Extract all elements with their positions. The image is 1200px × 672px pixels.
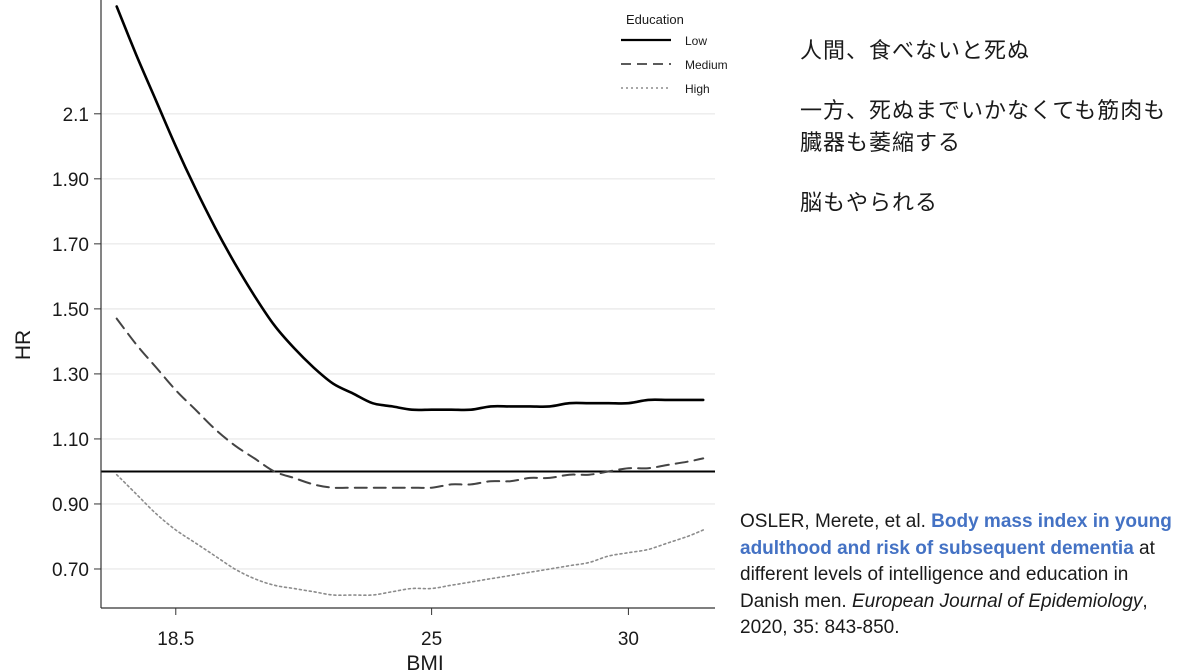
y-axis-title: HR [12, 330, 35, 360]
x-tick-label: 18.5 [157, 629, 194, 650]
note-line: 脳もやられる [800, 191, 939, 216]
citation-authors: OSLER, Merete, et al. [740, 511, 926, 532]
x-axis-title: BMI [406, 652, 443, 672]
legend-title: Education [626, 12, 684, 27]
legend-label-high: High [685, 82, 710, 96]
citation-journal: European Journal of Epidemiology [851, 590, 1143, 612]
citation-title-link[interactable]: Body mass index in young adulthood and r… [740, 511, 1172, 559]
citation: OSLER, Merete, et al. Body mass index in… [740, 509, 1190, 642]
y-tick-label: 1.10 [52, 430, 89, 451]
legend: Education Low Medium High [621, 12, 728, 96]
y-tick-label: 0.70 [52, 560, 89, 581]
y-tick-label: 1.90 [52, 170, 89, 191]
y-tick-labels: 0.70 0.90 1.10 1.30 1.50 1.70 1.90 2.1 [52, 105, 89, 581]
series-line-low [115, 5, 705, 412]
grid-lines [101, 113, 715, 570]
series-line-medium [115, 317, 705, 489]
x-tick-labels: 18.5 25 30 [157, 629, 639, 650]
citation-details: , 2020, 35: 843-850. [740, 590, 1148, 639]
series-line-high [115, 473, 704, 597]
hr-bmi-chart: 0.70 0.90 1.10 1.30 1.50 1.70 1.90 2.1 18.5 25 30… [12, 0, 728, 672]
note-line: 一方、死ぬまでいかなくても筋肉も臓器も萎縮する [800, 99, 1167, 156]
x-tick-label: 30 [618, 629, 639, 650]
y-tick-label: 1.30 [52, 365, 89, 386]
series-lines [115, 5, 705, 597]
legend-label-low: Low [685, 34, 707, 48]
x-tick-label: 25 [421, 629, 442, 650]
note-line: 人間、食べないと死ぬ [800, 39, 1031, 64]
citation-rest: at different levels of intelligence and … [740, 537, 1155, 612]
notes-panel: 人間、食べないと死ぬ 一方、死ぬまでいかなくても筋肉も臓器も萎縮する 脳もやられ… [800, 36, 1180, 248]
legend-label-medium: Medium [685, 58, 728, 72]
y-tick-label: 0.90 [52, 495, 89, 516]
y-tick-label: 2.1 [63, 105, 89, 126]
axes [94, 0, 715, 615]
y-tick-label: 1.70 [52, 235, 89, 256]
y-tick-label: 1.50 [52, 300, 89, 321]
